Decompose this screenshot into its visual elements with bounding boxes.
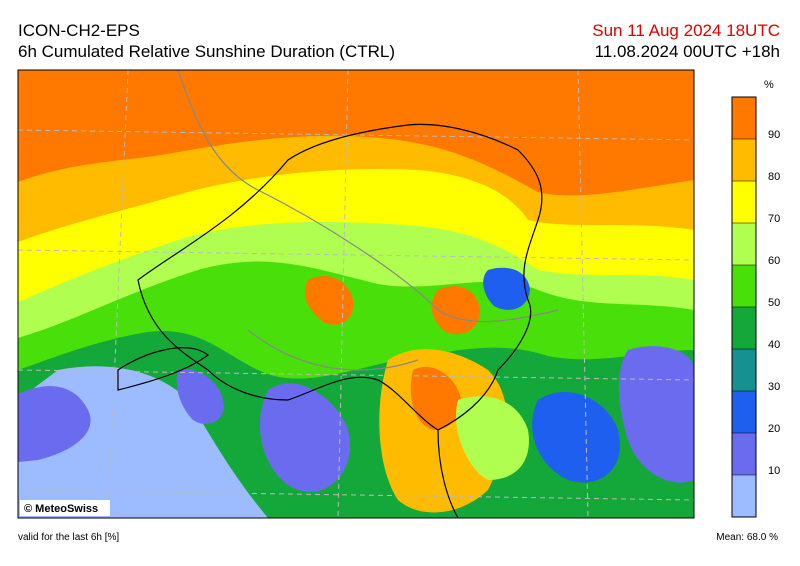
colorbar-label: 50	[768, 297, 780, 309]
colorbar-label: 90	[768, 129, 780, 141]
model-name: ICON-CH2-EPS	[18, 21, 140, 40]
colorbar-segment	[732, 475, 756, 517]
colorbar: 10 20 30 40 50 60 70 80 90%	[731, 79, 780, 518]
colorbar-segment	[732, 349, 756, 391]
footer-note: valid for the last 6h [%]	[18, 532, 119, 543]
valid-time: Sun 11 Aug 2024 18UTC	[592, 21, 780, 40]
colorbar-unit: %	[764, 79, 774, 91]
footer-mean: Mean: 68.0 %	[716, 532, 778, 543]
map-credit: © MeteoSwiss	[24, 503, 98, 515]
colorbar-label: 30	[768, 381, 780, 393]
map-title: 6h Cumulated Relative Sunshine Duration …	[18, 42, 395, 61]
colorbar-label: 10	[768, 465, 780, 477]
colorbar-label: 80	[768, 171, 780, 183]
colorbar-segment	[732, 181, 756, 223]
colorbar-segment	[732, 391, 756, 433]
colorbar-segment	[732, 433, 756, 475]
map: © MeteoSwiss	[17, 69, 695, 519]
colorbar-segment	[732, 97, 756, 139]
colorbar-label: 70	[768, 213, 780, 225]
colorbar-segment	[732, 265, 756, 307]
colorbar-segment	[732, 139, 756, 181]
run-time: 11.08.2024 00UTC +18h	[595, 42, 780, 61]
colorbar-segment	[732, 223, 756, 265]
colorbar-segment	[732, 307, 756, 349]
colorbar-label: 60	[768, 255, 780, 267]
colorbar-label: 40	[768, 339, 780, 351]
colorbar-label: 20	[768, 423, 780, 435]
